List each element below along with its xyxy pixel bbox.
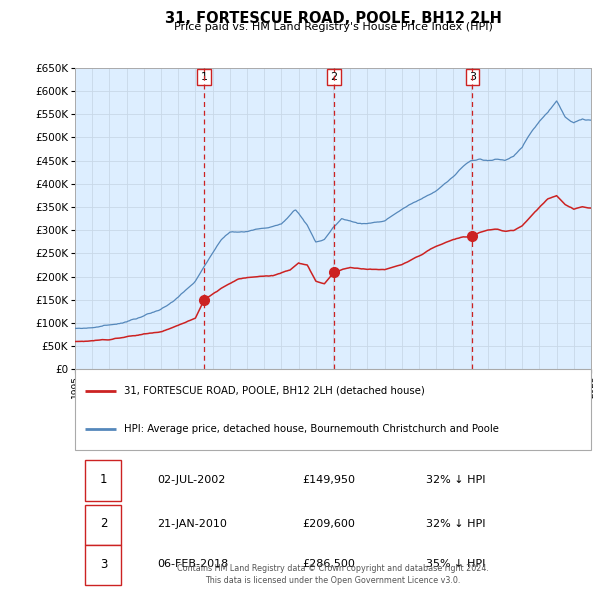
FancyBboxPatch shape [85, 545, 121, 585]
Text: 06-FEB-2018: 06-FEB-2018 [158, 559, 229, 569]
Text: Contains HM Land Registry data © Crown copyright and database right 2024.
This d: Contains HM Land Registry data © Crown c… [177, 565, 489, 585]
Text: 3: 3 [100, 558, 107, 571]
FancyBboxPatch shape [85, 505, 121, 545]
Text: 1: 1 [100, 473, 107, 486]
Text: 31, FORTESCUE ROAD, POOLE, BH12 2LH: 31, FORTESCUE ROAD, POOLE, BH12 2LH [164, 11, 502, 25]
Text: 35% ↓ HPI: 35% ↓ HPI [426, 559, 485, 569]
FancyBboxPatch shape [85, 460, 121, 501]
Text: 3: 3 [469, 73, 476, 83]
Text: 21-JAN-2010: 21-JAN-2010 [158, 519, 227, 529]
Text: HPI: Average price, detached house, Bournemouth Christchurch and Poole: HPI: Average price, detached house, Bour… [124, 424, 499, 434]
Text: 2: 2 [100, 517, 107, 530]
Text: 32% ↓ HPI: 32% ↓ HPI [426, 519, 485, 529]
Text: 32% ↓ HPI: 32% ↓ HPI [426, 474, 485, 484]
Text: £209,600: £209,600 [302, 519, 355, 529]
Text: £149,950: £149,950 [302, 474, 355, 484]
Text: 02-JUL-2002: 02-JUL-2002 [158, 474, 226, 484]
Text: 1: 1 [200, 73, 208, 83]
Text: 2: 2 [330, 73, 337, 83]
Text: Price paid vs. HM Land Registry's House Price Index (HPI): Price paid vs. HM Land Registry's House … [173, 22, 493, 32]
FancyBboxPatch shape [75, 369, 591, 450]
Text: £286,500: £286,500 [302, 559, 355, 569]
Text: 31, FORTESCUE ROAD, POOLE, BH12 2LH (detached house): 31, FORTESCUE ROAD, POOLE, BH12 2LH (det… [124, 386, 425, 395]
